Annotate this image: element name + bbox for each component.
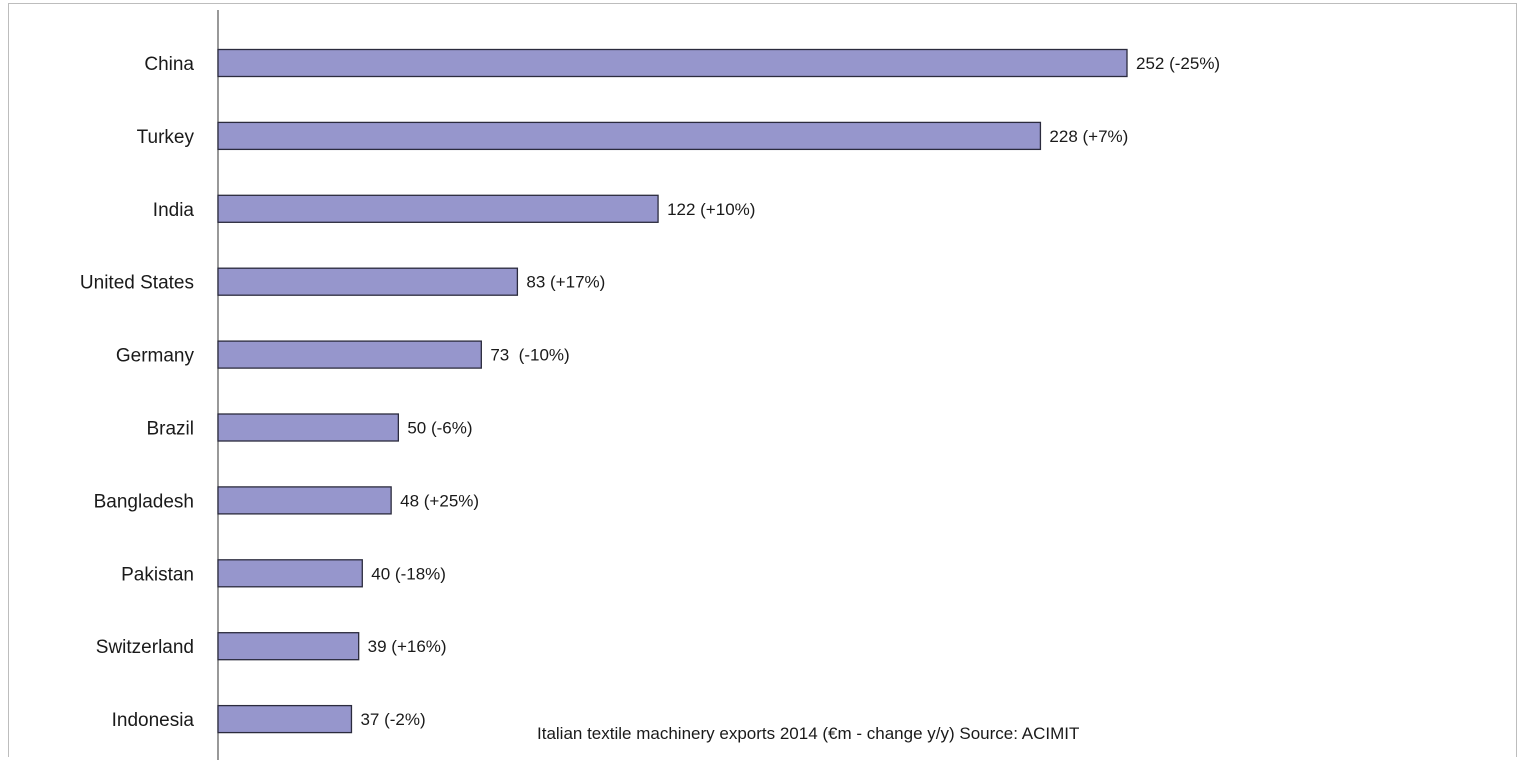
category-label: Bangladesh xyxy=(94,491,194,512)
bar-india xyxy=(217,194,659,223)
data-label: 122 (+10%) xyxy=(667,200,755,219)
category-label: India xyxy=(153,200,195,221)
bar-bangladesh xyxy=(217,486,392,515)
category-label: Turkey xyxy=(137,127,195,148)
category-label: Germany xyxy=(116,346,195,367)
value-labels: 252 (-25%) 228 (+7%) 122 (+10%) 83 (+17%) 73… xyxy=(360,54,1220,729)
chart-caption: Italian textile machinery exports 2014 (… xyxy=(537,724,1080,743)
data-label: 252 (-25%) xyxy=(1136,54,1220,73)
bar-brazil xyxy=(217,413,400,442)
data-label: 40 (-18%) xyxy=(371,564,446,583)
category-label: Indonesia xyxy=(112,710,195,731)
data-label: 50 (-6%) xyxy=(407,419,472,438)
category-label: Switzerland xyxy=(96,637,194,658)
category-label: United States xyxy=(80,273,194,294)
data-label: 83 (+17%) xyxy=(526,273,605,292)
bar-pakistan xyxy=(217,559,363,588)
data-label: 228 (+7%) xyxy=(1049,127,1128,146)
bar-united-states xyxy=(217,267,519,296)
data-label: 37 (-2%) xyxy=(360,710,425,729)
category-labels: China Turkey India United States Germany Braz… xyxy=(80,54,195,731)
bar-germany xyxy=(217,340,482,369)
category-label: Brazil xyxy=(146,419,194,440)
bar-turkey xyxy=(217,121,1042,151)
bar-china xyxy=(217,48,1128,78)
bar-switzerland xyxy=(217,632,360,661)
bar-indonesia xyxy=(217,704,353,734)
category-label: Pakistan xyxy=(121,564,194,585)
chart-frame xyxy=(8,3,1517,757)
data-label: 48 (+25%) xyxy=(400,491,479,510)
data-label: 39 (+16%) xyxy=(368,637,447,656)
bars-layer xyxy=(217,48,1128,734)
category-label: China xyxy=(144,54,194,75)
data-label: 73 (-10%) xyxy=(490,346,569,365)
